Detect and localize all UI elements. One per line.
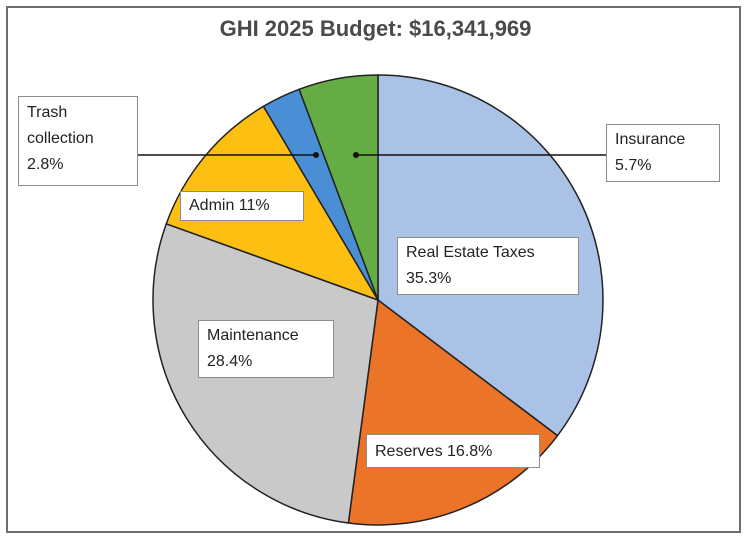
pie-slice-reserves [347,298,559,526]
slice-label-maintenance: Maintenance 28.4% [198,320,334,378]
slice-label-real-estate-taxes: Real Estate Taxes 35.3% [397,237,579,295]
chart-title: GHI 2025 Budget: $16,341,969 [219,16,532,41]
slice-label-admin: Admin 11% [180,191,304,221]
leader-line-insurance-dot [353,152,359,158]
leader-line-trash-collection-dot [313,152,319,158]
slice-label-insurance: Insurance 5.7% [606,124,720,182]
slice-label-trash-collection: Trash collection 2.8% [18,96,138,186]
pie-slice-insurance [298,74,379,301]
slice-label-reserves: Reserves 16.8% [366,434,540,468]
leader-lines [138,152,606,158]
